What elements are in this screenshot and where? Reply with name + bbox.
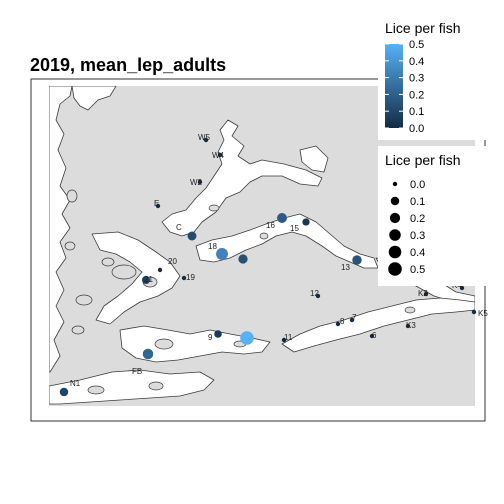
site-marker-16 [277,213,287,223]
colorbar-ticks: 0.5 0.4 0.3 0.2 0.1 0.0 [385,39,424,135]
site-marker-k4 [459,285,465,291]
color-legend-title: Lice per fish [385,20,460,36]
size-legend-dot [392,181,398,187]
size-legend-items: 0.0 0.1 0.2 0.3 0.4 0.5 [388,179,425,276]
site-label-13: 13 [341,263,350,272]
inlet-north [161,119,323,237]
site-marker-12 [315,293,321,299]
size-legend-dot [389,212,401,224]
site-label-15: 15 [290,224,299,233]
site-label-11: 11 [284,333,293,342]
site-marker-18 [216,248,228,260]
channel-south-west [119,325,271,363]
site-marker-19 [181,275,187,281]
site-label-18: 18 [208,242,217,251]
sound-lower [49,369,215,405]
site-marker-e [155,203,161,209]
site-marker-20 [157,267,163,273]
site-label-k2: K2 [418,289,428,298]
site-label-fb: FB [132,367,142,376]
site-marker-c [187,231,197,241]
islands [64,189,416,395]
site-marker-7 [349,317,355,323]
size-legend-label: 0.1 [410,196,425,208]
colorbar-tick-label: 0.2 [409,89,424,101]
site-label-w2: W2 [190,178,203,187]
colorbar [385,44,403,128]
site-label-k3: K3 [406,321,416,330]
site-marker-17 [238,254,248,264]
size-legend-label: 0.2 [410,213,425,225]
site-label-n1: N1 [70,379,81,388]
size-legend-dot [388,245,402,259]
site-marker-10 [240,331,254,345]
site-marker-k2 [423,291,429,297]
site-label-e: E [154,199,159,208]
site-marker-9 [214,330,222,338]
site-marker-fb [142,348,154,360]
colorbar-tick-label: 0.0 [409,123,424,135]
island [101,257,115,267]
site-label-21: 21 [144,275,153,284]
island [154,338,174,350]
site-marker-n1 [59,387,69,397]
site-label-6: 6 [372,331,377,340]
site-marker-21 [141,275,151,285]
island [66,189,78,203]
site-marker-11 [281,337,287,343]
size-legend-dot [390,196,400,206]
site-marker-6 [369,333,375,339]
colorbar-tick-label: 0.5 [409,39,424,51]
size-legend-label: 0.3 [410,230,425,242]
site-label-19: 19 [186,273,195,282]
bay-northwest [71,86,117,111]
site-marker-15 [302,218,310,226]
site-label-c: C [176,223,182,232]
site-label-20: 20 [168,257,177,266]
site-marker-k5 [471,309,477,315]
bay-northeast [299,145,329,173]
island [71,325,85,335]
site-marker-w2 [197,179,203,185]
site-marker-8 [335,321,341,327]
open-sea-west [49,86,73,373]
size-legend-dot [388,262,402,276]
island [148,381,164,391]
site-label-9: 9 [208,333,213,342]
water-bodies [49,86,475,405]
size-legend-dot [389,229,401,241]
fjord-south [281,297,475,353]
island [208,204,220,212]
site-marker-k3 [405,323,411,329]
island [87,385,105,395]
size-legend-label: 0.5 [410,264,425,276]
sites-layer: W5W4W2EC1615182021191312K4K2K587K36119FB… [59,133,488,397]
size-legend: Lice per fish 0.0 0.1 0.2 0.3 0.4 0.5 [378,146,486,286]
site-label-7: 7 [352,313,357,322]
island [75,294,93,306]
site-label-16: 16 [266,221,275,230]
island [259,232,269,240]
plot-title: 2019, mean_lep_adults [30,55,226,75]
site-label-w5: W5 [198,133,211,142]
colorbar-tick-label: 0.3 [409,73,424,85]
size-legend-label: 0.0 [410,179,425,191]
color-legend: Lice per fish 0.5 0.4 0.3 0.2 0.1 0.0 [378,14,486,140]
site-label-w4: W4 [212,151,225,160]
island [111,264,137,280]
island [64,241,76,251]
site-label-8: 8 [340,317,345,326]
size-legend-label: 0.4 [410,247,425,259]
colorbar-tick-label: 0.1 [409,106,424,118]
channel-archipelago [91,231,181,325]
island [404,306,416,314]
site-marker-13 [352,255,362,265]
site-label-k5: K5 [478,309,488,318]
site-marker-w4 [217,152,223,158]
site-marker-w5 [203,137,209,143]
colorbar-tick-label: 0.4 [409,56,424,68]
site-label-12: 12 [310,289,319,298]
size-legend-title: Lice per fish [385,152,460,168]
